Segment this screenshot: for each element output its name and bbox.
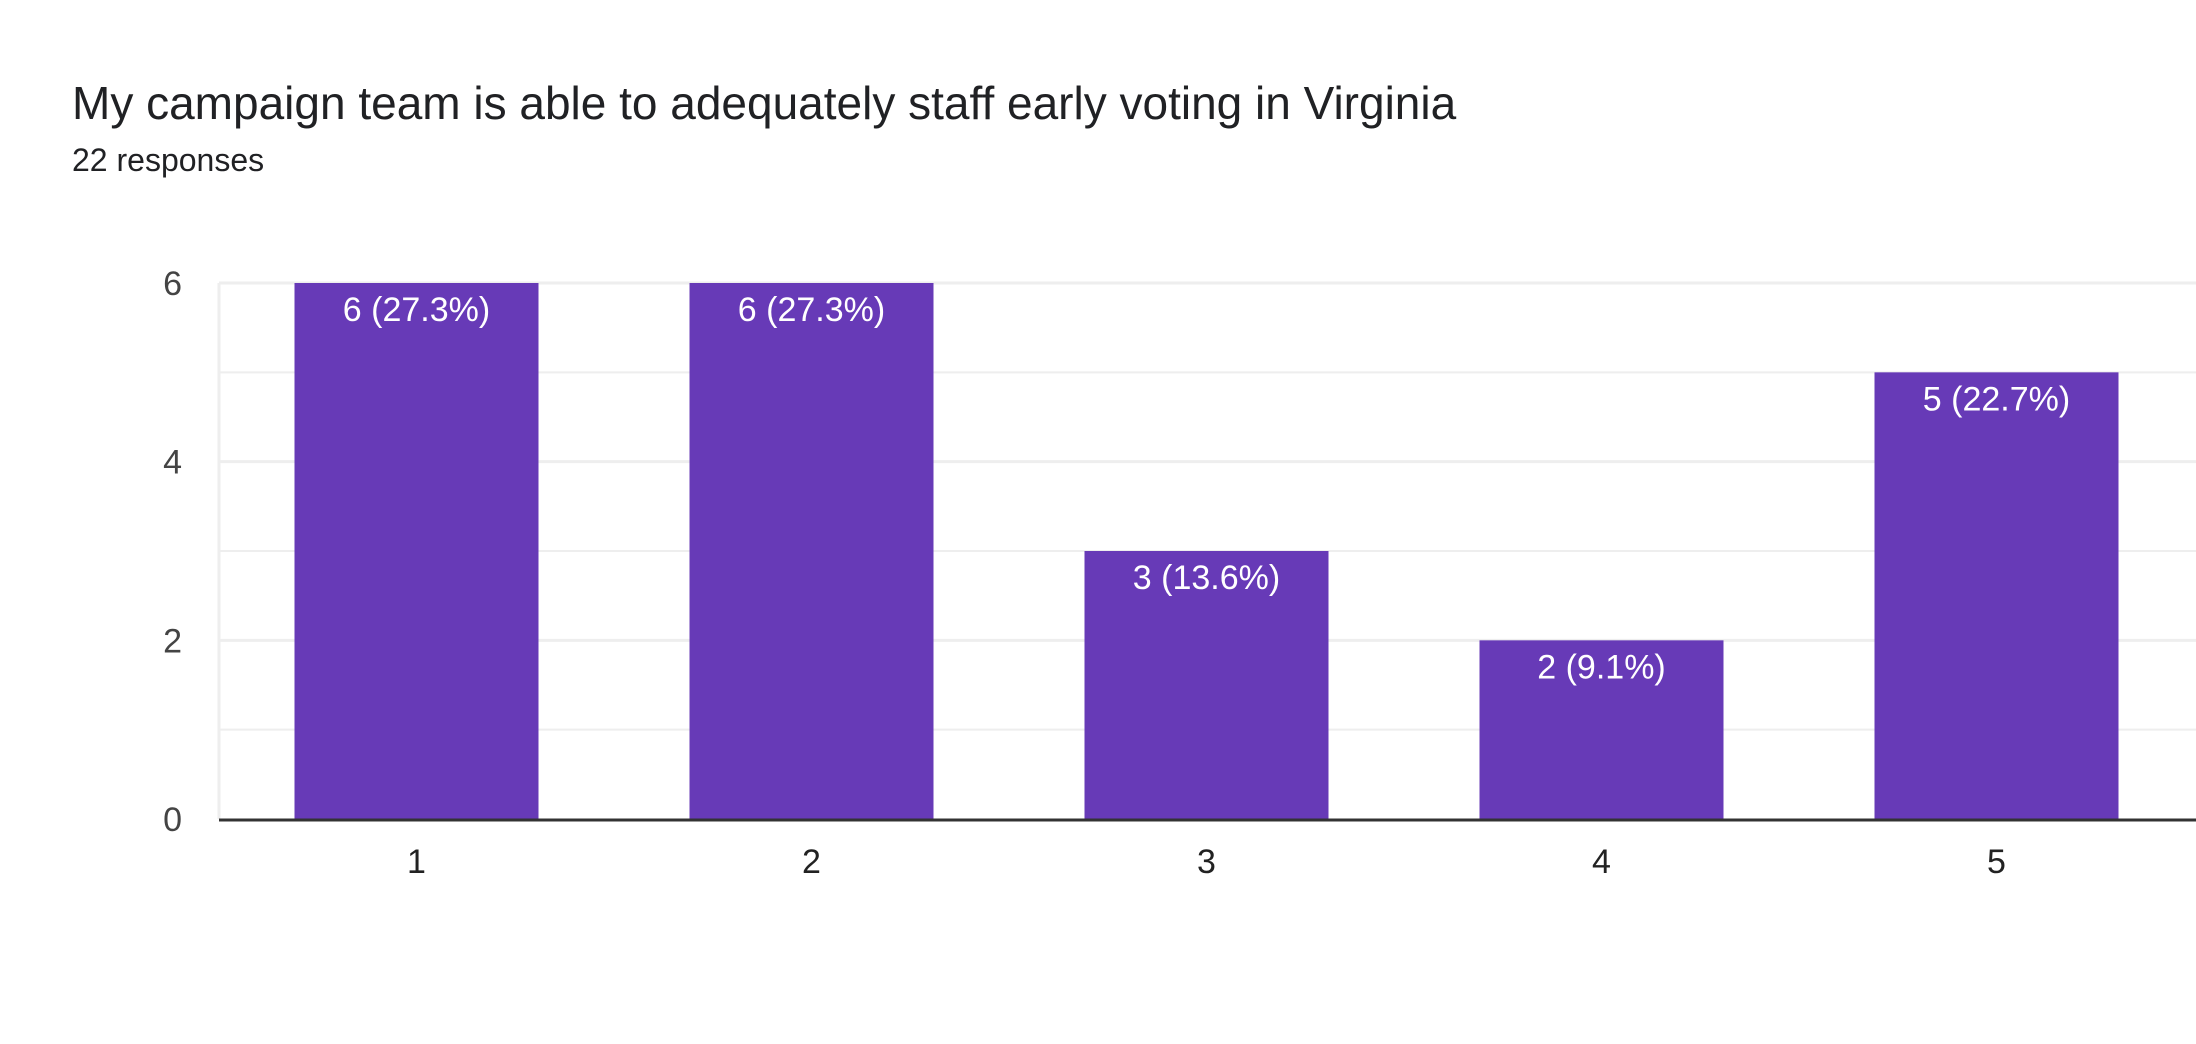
gridlines <box>217 281 2196 819</box>
y-tick-label: 0 <box>163 801 182 839</box>
x-tick-label-1: 1 <box>407 843 426 881</box>
bar-1 <box>294 283 539 819</box>
bar-2 <box>689 283 934 819</box>
bar-3 <box>1084 551 1329 819</box>
bar-4 <box>1479 640 1724 819</box>
y-tick-label: 2 <box>163 622 182 660</box>
data-label-4: 2 (9.1%) <box>1537 648 1666 686</box>
x-tick-label-2: 2 <box>802 843 821 881</box>
response-count: 22 responses <box>72 142 265 178</box>
data-label-2: 6 (27.3%) <box>738 291 885 329</box>
x-tick-label-3: 3 <box>1197 843 1216 881</box>
x-tick-label-4: 4 <box>1592 843 1611 881</box>
chart-header: My campaign team is able to adequately s… <box>72 74 1456 180</box>
bars <box>294 283 2119 819</box>
x-tick-label-5: 5 <box>1987 843 2006 881</box>
bar-5 <box>1874 372 2119 819</box>
data-label-1: 6 (27.3%) <box>343 291 490 329</box>
y-tick-label: 4 <box>163 444 182 482</box>
data-label-5: 5 (22.7%) <box>1923 380 2070 418</box>
chart-title: My campaign team is able to adequately s… <box>72 77 1457 129</box>
y-tick-label: 6 <box>163 265 182 303</box>
labels: 6 (27.3%) 6 (27.3%) 3 (13.6%) 2 (9.1%) 5 (22… <box>343 291 2070 686</box>
data-label-3: 3 (13.6%) <box>1133 559 1280 597</box>
axes: 0 2 4 6 1 2 3 4 5 <box>163 265 2196 881</box>
